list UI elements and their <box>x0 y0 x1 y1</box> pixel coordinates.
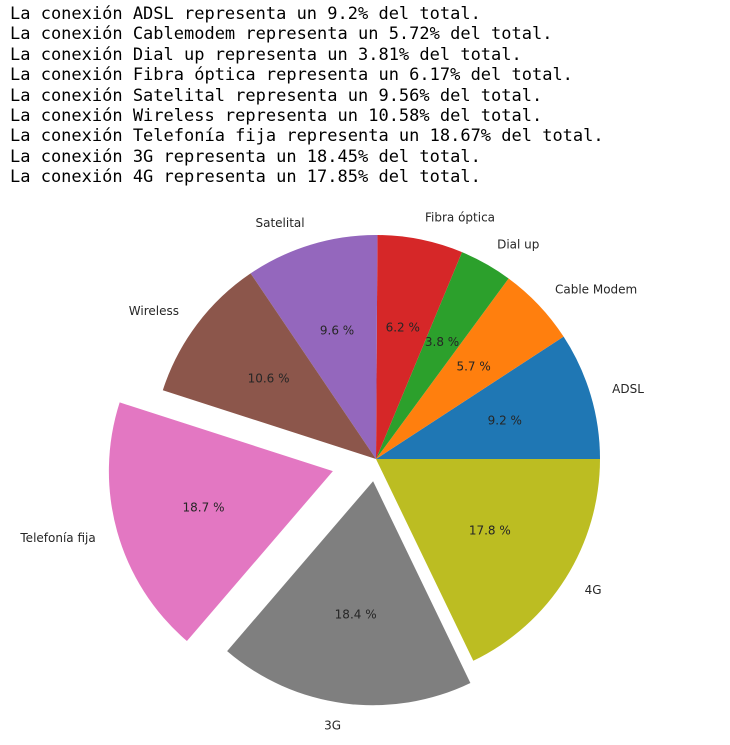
slice-label-4g: 4G <box>585 583 602 597</box>
pie-slice-dial-up <box>376 252 509 459</box>
console-output: La conexión ADSL representa un 9.2% del … <box>10 4 604 188</box>
slice-label-3g: 3G <box>324 719 341 733</box>
pie-slice-3g <box>227 481 471 706</box>
slice-label-fibra-optica: Fibra óptica <box>425 211 495 225</box>
slice-percent-fibra-optica: 6.2 % <box>386 320 420 334</box>
slice-percent-wireless: 10.6 % <box>248 371 290 385</box>
pie-slice-wireless <box>162 273 376 459</box>
slice-label-adsl: ADSL <box>612 382 644 396</box>
console-line: La conexión Satelital representa un 9.56… <box>10 85 543 106</box>
console-line: La conexión Dial up representa un 3.81% … <box>10 44 522 65</box>
slice-percent-telefonia-fija: 18.7 % <box>183 501 225 515</box>
pie-chart: ADSL 9.2 % Cable Modem 5.7 % Dial up 3.8 % Fib… <box>19 211 644 733</box>
slice-label-cable-modem: Cable Modem <box>555 283 637 297</box>
slice-percent-dial-up: 3.8 % <box>425 335 459 349</box>
slice-label-telefonia-fija: Telefonía fija <box>19 531 95 545</box>
pie-slice-fibra-optica <box>376 235 463 459</box>
console-line: La conexión Wireless representa un 10.58… <box>10 106 543 127</box>
slice-percent-satelital: 9.6 % <box>320 323 354 337</box>
slice-percent-3g: 18.4 % <box>335 607 377 621</box>
console-line: La conexión 4G representa un 17.85% del … <box>10 167 481 188</box>
console-line: La conexión 3G representa un 18.45% del … <box>10 146 481 167</box>
pie-slice-cable-modem <box>376 278 564 459</box>
pie-slice-satelital <box>250 235 378 459</box>
slice-label-dial-up: Dial up <box>497 237 539 251</box>
console-line: La conexión Cablemodem representa un 5.7… <box>10 24 553 45</box>
pie-slice-adsl <box>376 336 600 459</box>
console-line: La conexión Fibra óptica representa un 6… <box>10 65 573 86</box>
pie-slice-4g <box>376 459 600 661</box>
slice-label-satelital: Satelital <box>256 216 305 230</box>
slice-percent-4g: 17.8 % <box>469 523 511 537</box>
slice-percent-cable-modem: 5.7 % <box>456 360 490 374</box>
slice-label-wireless: Wireless <box>129 304 179 318</box>
console-line: La conexión Telefonía fija representa un… <box>10 126 604 147</box>
slice-percent-adsl: 9.2 % <box>488 414 522 428</box>
pie-slice-telefonia-fija <box>108 402 333 642</box>
console-line: La conexión ADSL representa un 9.2% del … <box>10 4 481 24</box>
